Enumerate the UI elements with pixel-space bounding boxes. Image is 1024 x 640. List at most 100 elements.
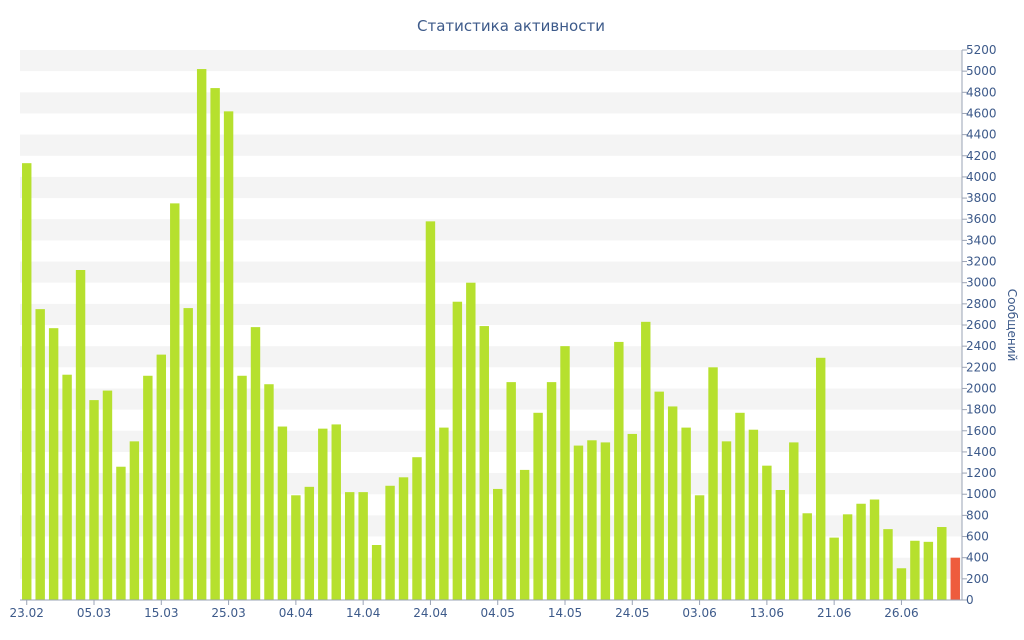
bar[interactable]	[237, 375, 247, 600]
bar[interactable]	[35, 309, 45, 600]
bar[interactable]	[196, 69, 207, 601]
bar[interactable]	[223, 111, 234, 600]
bar[interactable]	[614, 341, 624, 600]
bar[interactable]	[560, 346, 570, 600]
bar[interactable]	[371, 545, 382, 600]
y-tick-label: 4000	[966, 170, 997, 184]
bar[interactable]	[156, 354, 167, 600]
bar[interactable]	[600, 442, 611, 600]
bar[interactable]	[385, 485, 395, 600]
bar[interactable]	[129, 441, 140, 600]
y-tick-label: 200	[966, 572, 989, 586]
bar[interactable]	[264, 384, 274, 600]
x-tick-label: 03.06	[682, 606, 716, 620]
bar[interactable]	[425, 221, 436, 600]
bar[interactable]	[856, 503, 866, 600]
bar[interactable]	[143, 375, 153, 600]
y-tick-label: 4200	[966, 149, 997, 163]
bar[interactable]	[183, 308, 193, 600]
x-tick-label: 26.06	[884, 606, 918, 620]
y-tick-label: 5000	[966, 64, 997, 78]
bar[interactable]	[331, 424, 341, 600]
bar[interactable]	[627, 433, 638, 600]
bar[interactable]	[721, 441, 732, 600]
y-tick-label: 2600	[966, 318, 997, 332]
y-tick-label: 3800	[966, 191, 997, 205]
y-tick-label: 1800	[966, 403, 997, 417]
bar[interactable]	[815, 357, 826, 600]
bar[interactable]	[291, 495, 301, 600]
bar[interactable]	[708, 367, 718, 600]
bars	[22, 69, 960, 601]
x-tick-label: 23.02	[10, 606, 44, 620]
bar[interactable]	[102, 390, 113, 600]
bar[interactable]	[775, 490, 786, 600]
chart-title: Статистика активности	[417, 17, 605, 35]
bar[interactable]	[398, 477, 409, 600]
bar[interactable]	[667, 406, 678, 600]
bar[interactable]	[681, 427, 691, 600]
y-tick-label: 1000	[966, 487, 997, 501]
bar[interactable]	[842, 514, 853, 600]
bar[interactable]	[250, 327, 261, 600]
bar[interactable]	[22, 163, 32, 601]
bar[interactable]	[546, 382, 557, 600]
bar[interactable]	[694, 495, 705, 600]
y-tick-label: 600	[966, 530, 989, 544]
bar[interactable]	[937, 527, 947, 600]
bar-current[interactable]	[950, 557, 960, 600]
y-tick-label: 3600	[966, 212, 997, 226]
bar[interactable]	[762, 465, 772, 600]
bar[interactable]	[641, 321, 651, 600]
bar[interactable]	[493, 488, 503, 600]
bar[interactable]	[896, 568, 907, 600]
bar[interactable]	[735, 412, 745, 600]
bar[interactable]	[506, 382, 516, 600]
y-tick-label: 400	[966, 551, 989, 565]
bar[interactable]	[170, 203, 180, 600]
grid-band	[20, 176, 962, 199]
bar[interactable]	[318, 428, 328, 600]
bar[interactable]	[587, 440, 597, 600]
bar[interactable]	[802, 513, 812, 600]
bar[interactable]	[883, 529, 893, 600]
bar[interactable]	[910, 540, 920, 600]
grid-band	[20, 134, 962, 156]
y-tick-label: 0	[966, 593, 974, 607]
grid-band	[20, 261, 962, 283]
bar[interactable]	[573, 445, 584, 600]
y-tick-label: 5200	[966, 43, 997, 57]
bar[interactable]	[923, 541, 934, 600]
bar[interactable]	[344, 492, 355, 600]
bar[interactable]	[789, 442, 799, 600]
y-tick-label: 2200	[966, 360, 997, 374]
bar[interactable]	[75, 270, 86, 600]
bar[interactable]	[412, 457, 422, 600]
bar[interactable]	[304, 486, 315, 600]
x-tick-label: 14.04	[346, 606, 380, 620]
bar[interactable]	[358, 492, 368, 600]
bar[interactable]	[62, 374, 72, 600]
bar[interactable]	[452, 301, 463, 600]
bar[interactable]	[48, 328, 59, 600]
bar[interactable]	[748, 429, 759, 600]
grid-band	[20, 219, 962, 241]
grid-band	[20, 50, 962, 72]
y-axis-ticks: 0 200 400 600 800 1000 1200 1400 1600 1800 2000 220…	[962, 43, 997, 607]
bar[interactable]	[89, 400, 99, 600]
bar[interactable]	[829, 537, 839, 600]
bar[interactable]	[210, 88, 220, 600]
bar[interactable]	[439, 427, 449, 600]
bar[interactable]	[116, 466, 126, 600]
y-axis-label: Сообщений	[1005, 289, 1019, 362]
bar[interactable]	[466, 282, 476, 600]
y-tick-label: 1600	[966, 424, 997, 438]
bar[interactable]	[479, 326, 489, 600]
bar[interactable]	[533, 412, 543, 600]
y-tick-label: 4800	[966, 85, 997, 99]
bar[interactable]	[654, 391, 664, 600]
bar[interactable]	[519, 469, 530, 600]
bar[interactable]	[277, 426, 288, 600]
bar[interactable]	[869, 499, 880, 600]
